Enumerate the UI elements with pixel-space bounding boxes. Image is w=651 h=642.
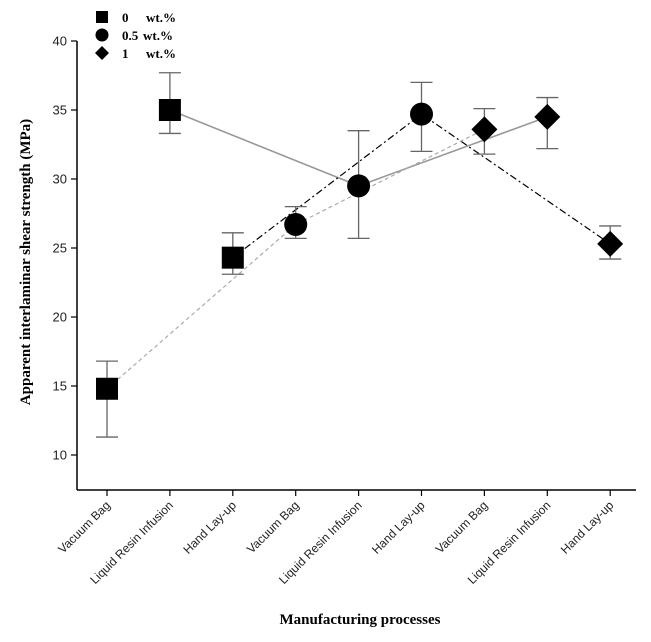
- series-line-dashed: [106, 128, 485, 390]
- legend-label-1: 0.5: [122, 28, 139, 43]
- data-point-square: [158, 99, 181, 121]
- y-tick-label: 25: [53, 241, 67, 256]
- legend-label-2: 1: [122, 46, 129, 61]
- x-tick-label: Vacuum Bag: [244, 498, 302, 556]
- legend-unit-0: wt.%: [146, 10, 176, 25]
- y-tick-label: 15: [53, 379, 67, 394]
- legend-diamond-icon: [95, 46, 109, 60]
- legend-square-icon: [96, 11, 108, 23]
- data-point-square: [96, 377, 118, 400]
- y-ticks: 10 15 20 25 30 35 40: [53, 34, 77, 463]
- x-tick-label: Vacuum Bag: [433, 498, 491, 556]
- x-tick-label: Hand Lay-up: [558, 498, 617, 557]
- legend-circle-icon: [95, 28, 109, 42]
- x-tick-label: Hand Lay-up: [369, 498, 428, 557]
- y-axis-label: Apparent interlaminar shear strength (MP…: [18, 119, 34, 405]
- y-tick-label: 40: [53, 34, 67, 49]
- legend: 0 wt.% 0.5 wt.% 1 wt.%: [95, 10, 176, 61]
- legend-unit-1: wt.%: [143, 28, 173, 43]
- y-tick-label: 20: [53, 310, 67, 325]
- data-markers: [96, 99, 624, 400]
- legend-unit-2: wt.%: [146, 46, 176, 61]
- x-tick-label: Hand Lay-up: [180, 498, 239, 557]
- legend-label-0: 0: [122, 10, 129, 25]
- data-point-square: [221, 246, 244, 269]
- x-tick-label: Vacuum Bag: [55, 498, 113, 556]
- y-tick-label: 30: [53, 172, 67, 187]
- data-point-circle: [410, 102, 433, 126]
- data-point-circle: [347, 174, 371, 198]
- y-tick-label: 10: [53, 448, 67, 463]
- data-point-diamond: [597, 230, 624, 257]
- x-axis-label: Manufacturing processes: [280, 612, 441, 628]
- data-point-circle: [284, 213, 308, 237]
- data-point-diamond: [471, 116, 498, 143]
- data-point-diamond: [534, 103, 561, 130]
- error-bars: [96, 72, 622, 438]
- y-tick-label: 35: [53, 103, 67, 118]
